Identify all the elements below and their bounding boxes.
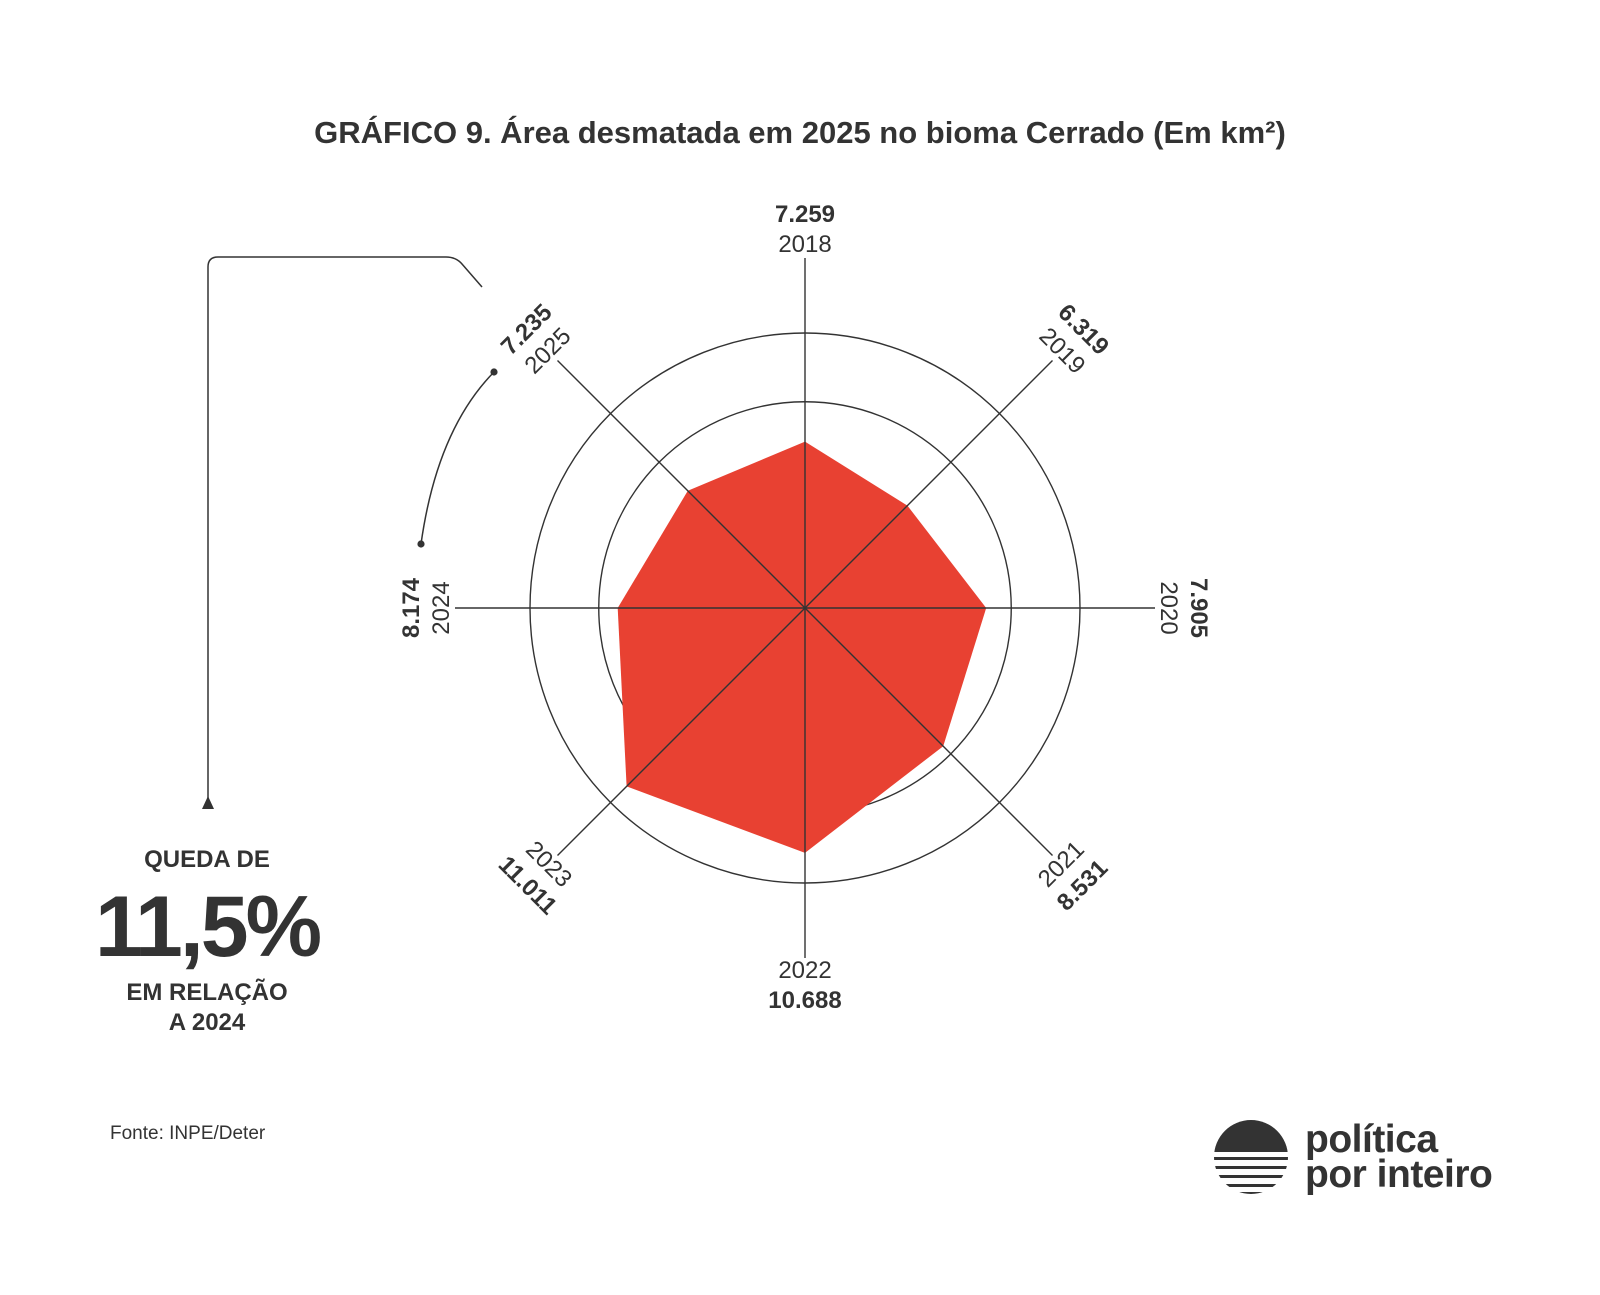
value-label-2022: 10.688 — [768, 987, 841, 1014]
arc-start-dot — [490, 368, 498, 376]
chart-title: GRÁFICO 9. Área desmatada em 2025 no bio… — [314, 115, 1286, 150]
source-note: Fonte: INPE/Deter — [110, 1123, 266, 1144]
callout-line1: QUEDA DE — [144, 846, 270, 873]
radar-axes — [455, 258, 1155, 958]
sunset-logo-icon — [1214, 1120, 1288, 1194]
axis-2025 — [557, 360, 806, 609]
callout-connector-line — [207, 256, 483, 800]
arc-end-dot — [417, 540, 425, 548]
axis-label-2018: 7.259 2018 — [775, 201, 835, 258]
brand-line1: política — [1305, 1118, 1438, 1161]
value-label-2024: 8.174 — [398, 577, 425, 638]
callout-line2: EM RELAÇÃO — [126, 978, 287, 1006]
value-label-2020: 7.905 — [1185, 578, 1212, 638]
callout-percentage: 11,5% — [95, 879, 321, 975]
axis-2021 — [804, 607, 1053, 856]
category-label-2020: 2020 — [1155, 581, 1182, 634]
axis-label-2022: 10.688 2022 — [768, 957, 841, 1014]
category-label-2022: 2022 — [778, 957, 831, 984]
brand-line2: por inteiro — [1305, 1153, 1492, 1196]
callout-line3: A 2024 — [169, 1009, 246, 1036]
axis-2023 — [557, 607, 806, 856]
axis-2019 — [804, 360, 1053, 609]
category-label-2018: 2018 — [778, 231, 831, 258]
axis-label-2024: 8.174 2024 — [398, 577, 455, 638]
arrow-up-icon — [202, 796, 214, 809]
comparison-arc — [420, 371, 495, 545]
value-label-2018: 7.259 — [775, 201, 835, 228]
category-label-2024: 2024 — [428, 581, 455, 634]
radar-area — [617, 441, 987, 853]
